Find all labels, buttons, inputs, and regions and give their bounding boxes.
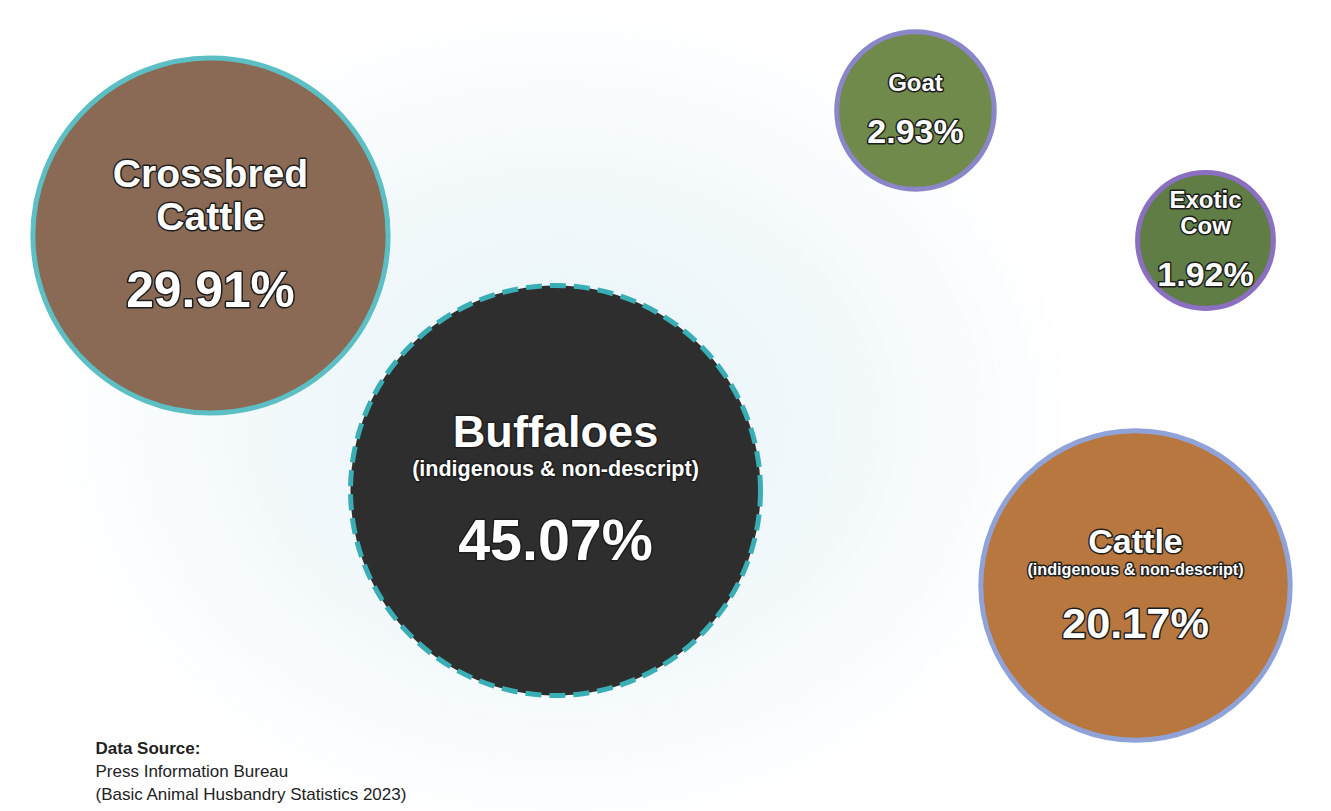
svg-text:(Basic Animal Husbandry Statis: (Basic Animal Husbandry Statistics 2023) (96, 785, 407, 804)
svg-text:29.91%: 29.91% (126, 262, 295, 318)
svg-text:Data Source:: Data Source: (96, 739, 201, 758)
svg-text:Press Information Bureau: Press Information Bureau (96, 762, 289, 781)
svg-text:Goat: Goat (888, 69, 943, 96)
svg-text:45.07%: 45.07% (458, 508, 653, 572)
svg-text:(indigenous & non-descript): (indigenous & non-descript) (412, 457, 699, 481)
svg-text:Cow: Cow (1180, 212, 1231, 239)
svg-text:Cattle: Cattle (1088, 522, 1183, 560)
svg-text:Cattle: Cattle (156, 195, 265, 238)
svg-text:Buffaloes: Buffaloes (453, 406, 658, 457)
svg-text:(indigenous & non-descript): (indigenous & non-descript) (1027, 560, 1243, 578)
svg-text:2.93%: 2.93% (867, 112, 963, 150)
svg-text:20.17%: 20.17% (1062, 599, 1209, 647)
svg-text:Crossbred: Crossbred (113, 152, 308, 195)
svg-text:Exotic: Exotic (1169, 186, 1241, 213)
svg-text:1.92%: 1.92% (1157, 255, 1253, 293)
